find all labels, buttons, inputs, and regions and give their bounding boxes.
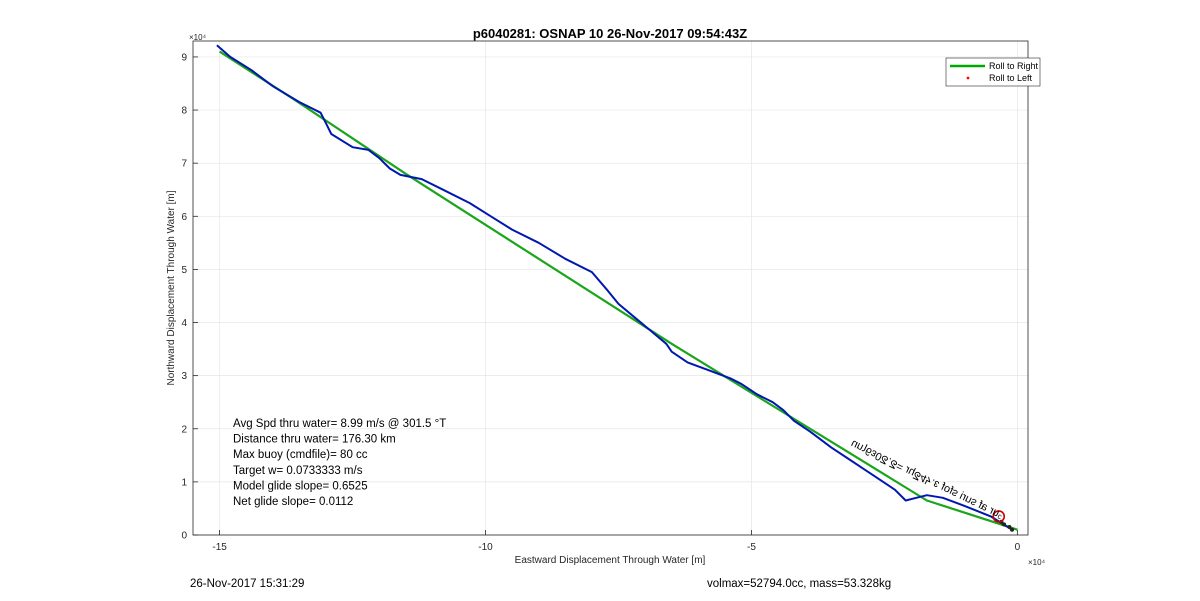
plot-area xyxy=(193,41,1028,535)
y-tick-label: 6 xyxy=(181,212,187,223)
legend: Roll to Right Roll to Left xyxy=(945,57,1041,87)
y-tick-label: 3 xyxy=(181,371,187,382)
x-tick-label: -10 xyxy=(478,542,493,553)
end-point-marker xyxy=(1007,525,1012,530)
stats-line: Model glide slope= 0.6525 xyxy=(233,480,368,492)
y-axis-multiplier: ×10⁴ xyxy=(189,33,207,42)
x-axis-multiplier: ×10⁴ xyxy=(1028,558,1046,567)
y-tick-label: 9 xyxy=(181,52,187,63)
y-tick-label: 5 xyxy=(181,265,187,276)
footer-timestamp: 26-Nov-2017 15:31:29 xyxy=(190,578,305,590)
end-point-marker xyxy=(1002,522,1007,527)
y-tick-label: 8 xyxy=(181,106,187,117)
stats-line: Distance thru water= 176.30 km xyxy=(233,434,396,446)
y-tick-label: 7 xyxy=(181,159,187,170)
chart-title: p6040281: OSNAP 10 26-Nov-2017 09:54:43Z xyxy=(473,26,747,41)
y-tick-label: 0 xyxy=(181,531,187,542)
series-layer xyxy=(216,44,1018,532)
legend-label-roll-left: Roll to Left xyxy=(989,73,1033,83)
y-axis-label: Northward Displacement Through Water [m] xyxy=(166,190,177,385)
legend-swatch-roll-left xyxy=(966,76,970,80)
end-point-marker xyxy=(1010,527,1015,532)
y-tick-label: 4 xyxy=(181,318,187,329)
stats-annotations: Avg Spd thru water= 8.99 m/s @ 301.5 °T D… xyxy=(233,418,446,508)
y-tick-label: 2 xyxy=(181,424,187,435)
footer-vol-mass: volmax=52794.0cc, mass=53.328kg xyxy=(707,578,892,590)
x-tick-label: -5 xyxy=(747,542,756,553)
grid xyxy=(193,41,1028,536)
legend-label-roll-right: Roll to Right xyxy=(989,61,1039,71)
y-tick-label: 1 xyxy=(181,477,187,488)
series-line-track xyxy=(216,44,1013,531)
stats-line: Avg Spd thru water= 8.99 m/s @ 301.5 °T xyxy=(233,418,446,430)
ticks: -15 -10 -5 0 0 1 2 3 4 5 6 7 8 9 xyxy=(181,52,1020,553)
x-tick-label: -15 xyxy=(212,542,227,553)
x-axis-label: Eastward Displacement Through Water [m] xyxy=(515,555,706,566)
stats-line: Max buoy (cmdfile)= 80 cc xyxy=(233,449,368,461)
x-tick-label: 0 xyxy=(1015,542,1021,553)
legend-box xyxy=(945,57,1041,87)
stats-line: Net glide slope= 0.0112 xyxy=(233,496,353,508)
position-marker xyxy=(992,510,1006,523)
axes-box xyxy=(192,40,1029,536)
stats-line: Target w= 0.0733333 m/s xyxy=(233,465,363,477)
